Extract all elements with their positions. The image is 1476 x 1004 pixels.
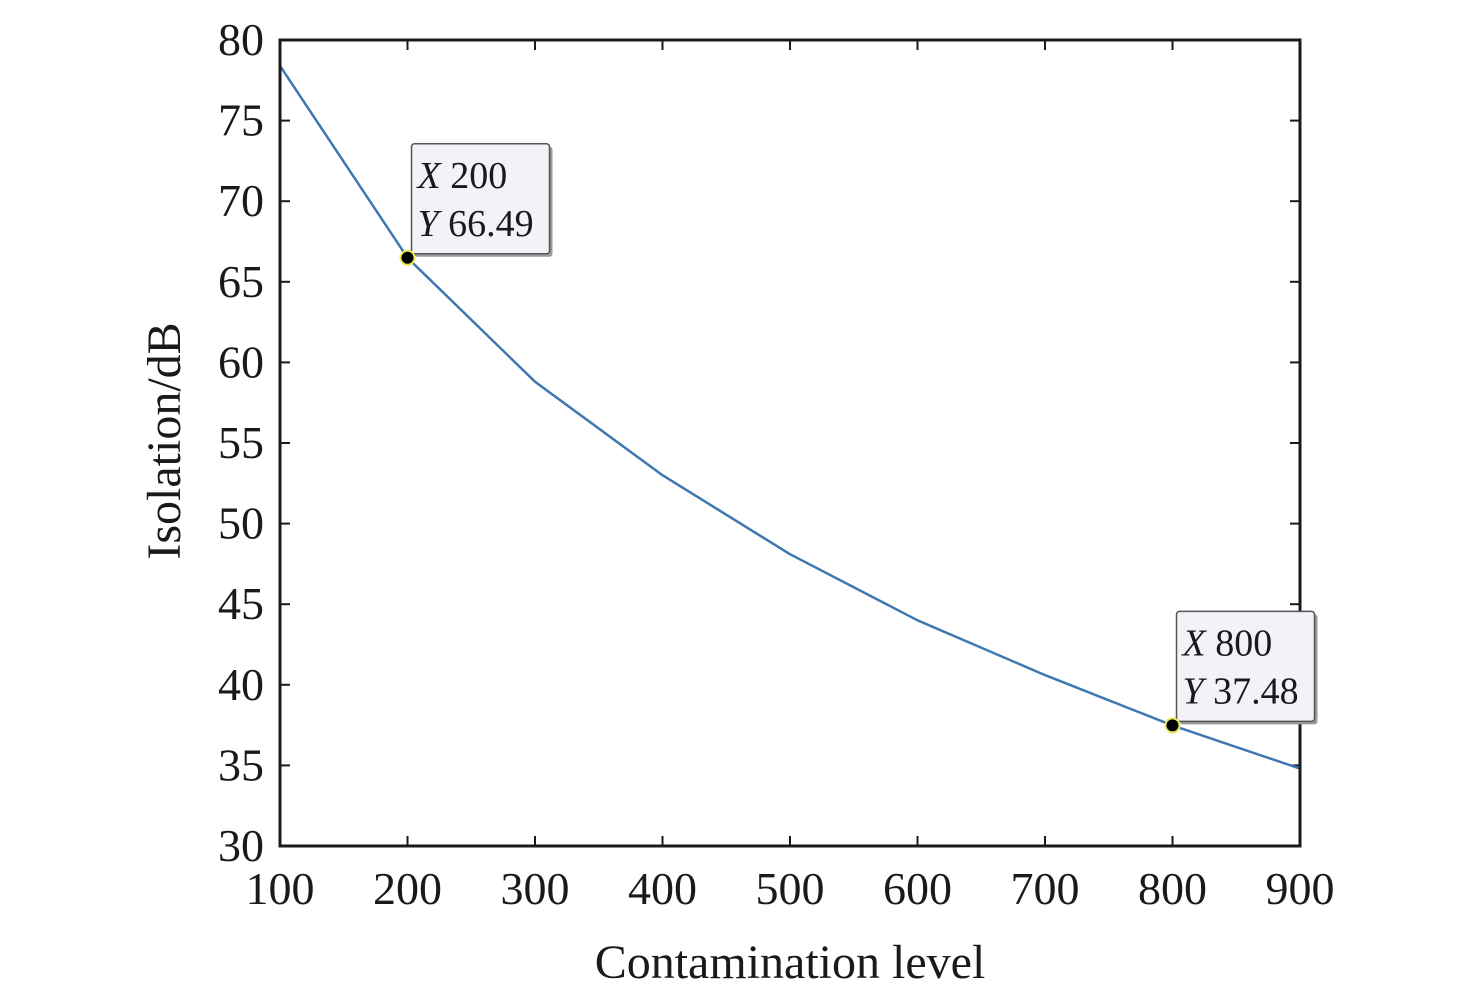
datatip-x-value: 200 [441, 155, 508, 197]
datatip-box [410, 143, 551, 255]
datatip: X 800 Y 37.48 [1164, 610, 1318, 734]
y-tick-label: 40 [218, 659, 264, 710]
x-tick-label: 800 [1138, 863, 1207, 914]
y-tick-label: 55 [218, 417, 264, 468]
y-tick-label: 65 [218, 256, 264, 307]
datatip-y-line: Y 66.49 [418, 203, 534, 245]
y-tick-label: 30 [218, 820, 264, 871]
y-tick-label: 50 [218, 498, 264, 549]
y-tick-label: 70 [218, 175, 264, 226]
datatip-box [1175, 610, 1316, 723]
series-line [278, 65, 1301, 770]
datatip-y-key: Y [418, 203, 443, 245]
datatip-x-key: X [1181, 622, 1208, 664]
x-tick-label: 500 [756, 863, 825, 914]
x-tick-label: 600 [883, 863, 952, 914]
datatip-x-value: 800 [1206, 622, 1273, 664]
datatip-marker [1164, 717, 1181, 734]
x-tick-label: 900 [1266, 863, 1335, 914]
x-axis-label: Contamination level [595, 936, 986, 989]
y-axis-ticks: 30 35 40 45 50 55 60 65 70 75 80 [218, 14, 1300, 871]
datatip-y-value: 37.48 [1204, 670, 1299, 712]
x-axis-ticks: 100 200 300 400 500 600 700 800 900 [246, 40, 1335, 914]
plot-frame [278, 38, 1302, 848]
y-axis-label: Isolation/dB [138, 322, 191, 559]
datatip: X 200 Y 66.49 [399, 143, 553, 266]
y-tick-label: 80 [218, 14, 264, 65]
y-tick-label: 35 [218, 739, 264, 790]
y-tick-label: 60 [218, 336, 264, 387]
datatip-x-key: X [416, 155, 443, 197]
datatip-x-line: X 800 [1181, 622, 1273, 664]
x-tick-label: 700 [1011, 863, 1080, 914]
y-tick-label: 45 [218, 578, 264, 629]
datatip-x-line: X 200 [416, 155, 508, 197]
datatips-layer: X 200 Y 66.49 X 800 Y 37.48 [399, 143, 1318, 734]
x-tick-label: 200 [373, 863, 442, 914]
x-tick-label: 100 [246, 863, 315, 914]
series-layer [278, 65, 1301, 770]
datatip-y-line: Y 37.48 [1183, 670, 1299, 712]
x-tick-label: 300 [501, 863, 570, 914]
datatip-y-value: 66.49 [439, 203, 534, 245]
datatip-y-key: Y [1183, 670, 1208, 712]
x-tick-label: 400 [628, 863, 697, 914]
datatip-marker [399, 249, 416, 266]
y-tick-label: 75 [218, 95, 264, 146]
